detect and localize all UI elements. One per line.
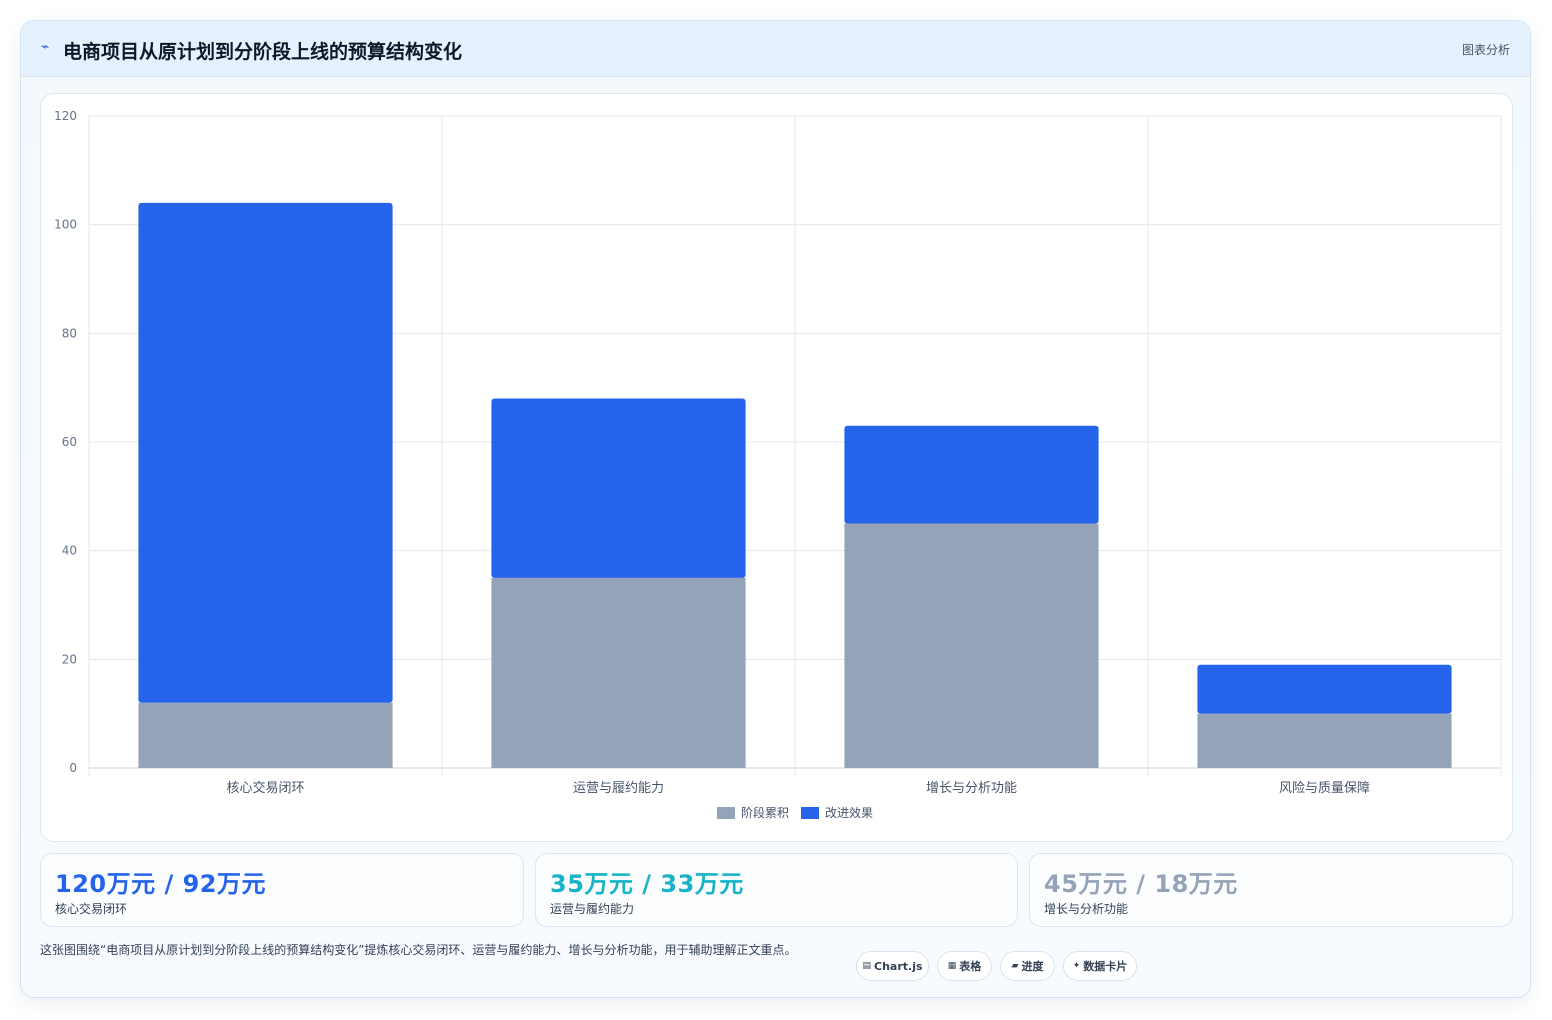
x-tick-label: 增长与分析功能 xyxy=(926,781,1017,796)
footer-note: 这张图围绕“电商项目从原计划到分阶段上线的预算结构变化”提炼核心交易闭环、运营与… xyxy=(40,943,797,957)
x-tick-label: 核心交易闭环 xyxy=(226,780,304,796)
card-header: ⌁ 电商项目从原计划到分阶段上线的预算结构变化 图表分析 xyxy=(21,21,1530,77)
stat-value: 120万元 / 92万元 xyxy=(55,870,266,898)
legend-swatch xyxy=(717,807,735,819)
bar-segment xyxy=(1197,713,1452,768)
stat-label: 运营与履约能力 xyxy=(550,902,635,916)
stacked-bar-chart: 0 20 40 60 80 100 120 核心交易闭环 运营与履约能力 增长与分析功能 风险与质量… xyxy=(54,109,1502,820)
tag-data-card[interactable]: ✦ 数据卡片 xyxy=(1063,951,1137,981)
y-tick-label: 120 xyxy=(54,109,77,123)
chart-analysis-link[interactable]: 图表分析 xyxy=(1461,43,1510,57)
stat-value: 45万元 / 18万元 xyxy=(1044,870,1238,898)
bar-segment xyxy=(844,523,1099,768)
legend-swatch xyxy=(801,807,819,819)
table-icon: ▦ xyxy=(947,961,957,971)
progress-icon: ▰ xyxy=(1011,961,1019,971)
chart-card: ⌁ 电商项目从原计划到分阶段上线的预算结构变化 图表分析 0 20 40 60 80 10… xyxy=(20,20,1531,998)
y-tick-label: 60 xyxy=(62,435,77,449)
stat-card-operations: 35万元 / 33万元 运营与履约能力 xyxy=(535,853,1018,927)
y-tick-label: 20 xyxy=(62,652,77,666)
stat-card-growth: 45万元 / 18万元 增长与分析功能 xyxy=(1029,853,1513,927)
sparkle-icon: ✦ xyxy=(1072,961,1081,971)
bar-segment xyxy=(1197,664,1452,714)
bar-segment xyxy=(844,425,1099,524)
tag-label: 进度 xyxy=(1021,960,1044,973)
legend-label: 改进效果 xyxy=(825,805,873,820)
chart-panel: 0 20 40 60 80 100 120 核心交易闭环 运营与履约能力 增长与分析功能 风险与质量… xyxy=(40,93,1513,842)
chart-trend-icon: ⌁ xyxy=(41,39,50,55)
y-tick-label: 100 xyxy=(54,218,77,232)
x-tick-label: 风险与质量保障 xyxy=(1279,781,1370,796)
legend-label: 阶段累积 xyxy=(741,805,789,820)
y-tick-label: 0 xyxy=(69,761,77,775)
y-tick-label: 40 xyxy=(62,544,77,558)
tag-progress[interactable]: ▰ 进度 xyxy=(1000,951,1055,981)
tag-label: 数据卡片 xyxy=(1083,960,1128,973)
tag-chartjs[interactable]: ▤ Chart.js xyxy=(856,951,929,981)
y-tick-label: 80 xyxy=(62,326,77,340)
tag-label: 表格 xyxy=(959,960,982,973)
chart-title: 电商项目从原计划到分阶段上线的预算结构变化 xyxy=(63,41,463,63)
stat-label: 增长与分析功能 xyxy=(1044,902,1129,916)
tag-label: Chart.js xyxy=(874,959,923,973)
bar-segment xyxy=(491,398,746,578)
stat-value: 35万元 / 33万元 xyxy=(550,870,744,898)
bar-segment xyxy=(138,202,393,703)
bar-segment xyxy=(491,577,746,768)
bar-segment xyxy=(138,702,393,768)
stat-card-core: 120万元 / 92万元 核心交易闭环 xyxy=(40,853,524,927)
x-tick-label: 运营与履约能力 xyxy=(573,781,664,796)
stat-label: 核心交易闭环 xyxy=(55,902,128,916)
tag-table[interactable]: ▦ 表格 xyxy=(937,951,992,981)
chart-icon: ▤ xyxy=(862,961,871,971)
